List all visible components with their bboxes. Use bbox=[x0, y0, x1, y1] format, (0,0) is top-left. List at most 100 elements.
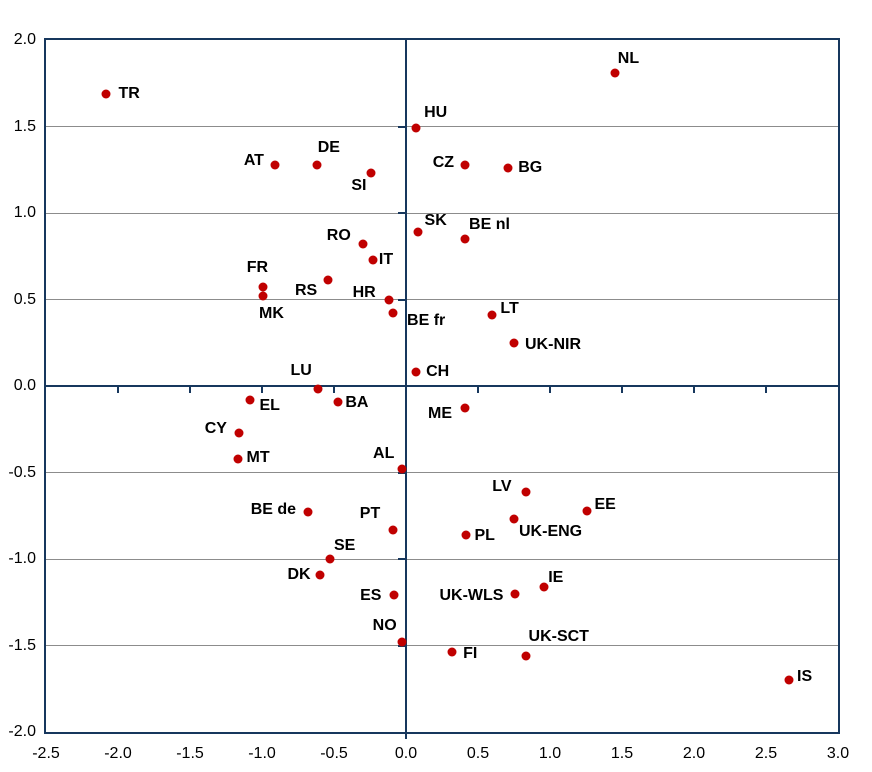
point-nl bbox=[610, 68, 620, 78]
y-tick-label-0.5: 0.5 bbox=[13, 290, 36, 308]
point-label-uk-wls: UK-WLS bbox=[439, 586, 504, 604]
point-fi bbox=[447, 647, 457, 657]
point-is bbox=[784, 675, 794, 685]
point-si bbox=[366, 168, 376, 178]
point-label-pt: PT bbox=[359, 504, 381, 522]
point-label-bg: BG bbox=[518, 159, 543, 177]
x-tick-label-3.0: 3.0 bbox=[826, 745, 850, 762]
point-de bbox=[312, 160, 322, 170]
point-uk-eng bbox=[509, 514, 519, 524]
point-fr bbox=[258, 282, 268, 292]
y-tick-label-1.0: 1.0 bbox=[13, 204, 36, 221]
point-rs bbox=[323, 275, 333, 285]
x-tick-label-2.5: 2.5 bbox=[754, 745, 778, 762]
point-el bbox=[245, 395, 255, 405]
point-no bbox=[397, 637, 407, 647]
point-dk bbox=[315, 570, 325, 580]
point-label-ch: CH bbox=[426, 363, 450, 381]
point-label-uk-sct: UK-SCT bbox=[528, 627, 589, 645]
point-be-nl bbox=[460, 234, 470, 244]
x-tick-label-1.0: 1.0 bbox=[538, 745, 562, 762]
gridline-y--1 bbox=[46, 558, 838, 560]
point-label-se: SE bbox=[334, 537, 356, 554]
x-axis-tick-2.5 bbox=[765, 386, 767, 393]
y-axis-tick-0.5 bbox=[398, 298, 405, 301]
x-axis-tick-0.5 bbox=[477, 386, 479, 393]
point-label-mk: MK bbox=[258, 305, 284, 323]
gridline-y-1 bbox=[46, 212, 838, 214]
point-label-hu: HU bbox=[424, 104, 448, 122]
x-axis-tick--1.5 bbox=[189, 386, 191, 393]
point-bg bbox=[503, 163, 513, 173]
y-tick-label--0.5: -0.5 bbox=[8, 463, 36, 481]
point-label-fr: FR bbox=[246, 259, 269, 277]
x-axis-tick--0.5 bbox=[333, 386, 335, 393]
point-lu bbox=[313, 384, 323, 394]
x-axis-tick-1.5 bbox=[621, 386, 623, 393]
x-tick-label-2.0: 2.0 bbox=[682, 745, 706, 762]
point-uk-sct bbox=[521, 651, 531, 661]
point-label-ie: IE bbox=[548, 568, 564, 586]
x-tick-label-0.5: 0.5 bbox=[466, 745, 490, 762]
point-uk-wls bbox=[510, 589, 520, 599]
y-tick-label-0.0: 0.0 bbox=[13, 377, 36, 394]
point-ch bbox=[411, 367, 421, 377]
point-label-lu: LU bbox=[290, 362, 312, 380]
point-cz bbox=[460, 160, 470, 170]
y-tick-label-1.5: 1.5 bbox=[13, 117, 36, 135]
point-label-el: EL bbox=[259, 396, 280, 414]
y-axis-tick--1 bbox=[398, 558, 405, 560]
point-label-uk-eng: UK-ENG bbox=[519, 523, 583, 541]
point-label-me: ME bbox=[428, 405, 453, 423]
y-axis-tick-1.5 bbox=[398, 125, 405, 128]
point-be-fr bbox=[388, 308, 398, 318]
point-label-uk-nir: UK-NIR bbox=[525, 335, 581, 353]
x-axis-tick-2 bbox=[693, 386, 695, 393]
point-label-at: AT bbox=[243, 151, 264, 169]
y-tick-label--1.0: -1.0 bbox=[8, 550, 36, 567]
gridline-y--0.5 bbox=[46, 472, 838, 473]
point-label-dk: DK bbox=[287, 565, 311, 583]
x-axis-zero-line bbox=[46, 385, 838, 387]
point-label-lt: LT bbox=[500, 300, 519, 318]
point-label-cy: CY bbox=[204, 419, 227, 437]
point-ie bbox=[539, 582, 549, 592]
point-label-cz: CZ bbox=[432, 153, 455, 171]
point-label-be-fr: BE fr bbox=[407, 312, 446, 330]
point-label-rs: RS bbox=[295, 282, 318, 300]
point-label-ro: RO bbox=[326, 227, 351, 245]
point-lv bbox=[521, 487, 531, 497]
x-tick-label--2.5: -2.5 bbox=[32, 745, 60, 762]
x-tick-label-1.5: 1.5 bbox=[610, 745, 634, 762]
point-sk bbox=[413, 227, 423, 237]
point-label-lv: LV bbox=[492, 477, 512, 495]
y-tick-label--2.0: -2.0 bbox=[8, 723, 36, 740]
y-axis-zero-line bbox=[405, 40, 407, 739]
y-tick-label--1.5: -1.5 bbox=[8, 636, 36, 654]
point-es bbox=[389, 590, 399, 600]
point-label-nl: NL bbox=[617, 49, 640, 67]
point-hu bbox=[411, 123, 421, 133]
point-al bbox=[397, 464, 407, 474]
x-tick-label--0.5: -0.5 bbox=[320, 745, 348, 762]
point-label-es: ES bbox=[360, 587, 382, 605]
x-axis-tick-1 bbox=[549, 386, 551, 393]
point-tr bbox=[101, 89, 111, 99]
x-axis-tick--1 bbox=[261, 386, 263, 393]
x-tick-label--1.0: -1.0 bbox=[248, 745, 276, 762]
point-mt bbox=[233, 454, 243, 464]
x-axis-tick--2 bbox=[117, 386, 119, 393]
point-label-al: AL bbox=[373, 445, 395, 463]
point-label-ba: BA bbox=[345, 393, 369, 411]
point-label-it: IT bbox=[378, 250, 394, 268]
x-tick-label-0.0: 0.0 bbox=[394, 745, 418, 762]
point-pt bbox=[388, 525, 398, 535]
point-label-mt: MT bbox=[246, 448, 270, 466]
y-axis-tick-1 bbox=[398, 212, 405, 214]
point-ee bbox=[582, 506, 592, 516]
x-tick-label--2.0: -2.0 bbox=[104, 745, 132, 762]
point-hr bbox=[384, 295, 394, 304]
point-pl bbox=[461, 530, 471, 540]
point-label-is: IS bbox=[797, 668, 813, 686]
